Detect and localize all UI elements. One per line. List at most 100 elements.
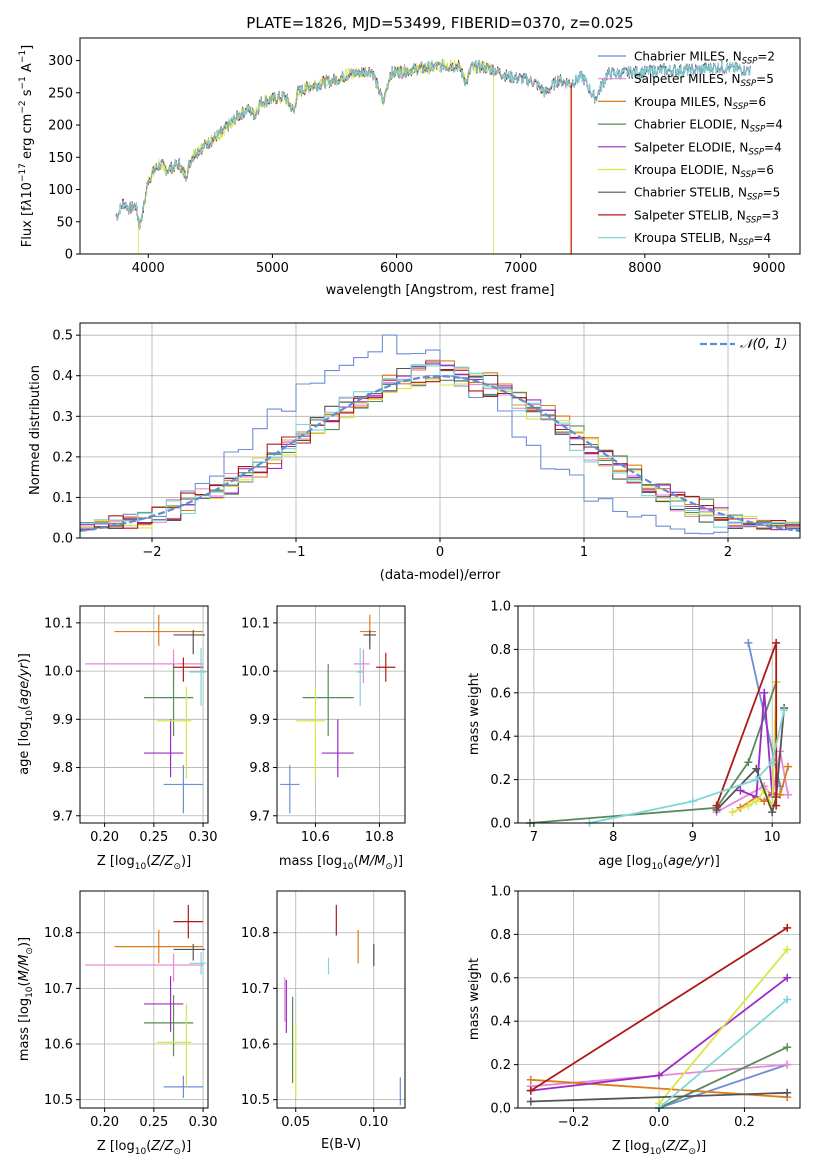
- y-tick-label: 0.5: [52, 329, 73, 344]
- x-tick-label: 9000: [752, 261, 785, 276]
- weight-marker-chabrier_stelib: [783, 1088, 792, 1097]
- ebv-mass-panel: 0.05 0.10 10.5 10.6 10.7 10.8 E(B-V): [241, 890, 406, 1152]
- y-tick-label: 100: [48, 183, 73, 198]
- age-weight-ylabel: mass weight: [467, 673, 482, 755]
- x-tick-label: 0.0: [649, 1115, 670, 1130]
- y-tick-label: 0.4: [490, 1015, 511, 1030]
- y-tick-label: 0.6: [490, 686, 511, 701]
- spectrum-ylabel: Flux [fλ10−17 erg cm−2 s−1 A−1]: [18, 45, 35, 247]
- y-tick-label: 0.0: [490, 1102, 511, 1117]
- x-tick-label: 0.10: [359, 1115, 388, 1130]
- x-tick-label: −1: [286, 545, 305, 560]
- x-tick-label: 0.20: [90, 830, 119, 845]
- legend-label-chabrier_stelib: Chabrier STELIB, NSSP=5: [634, 186, 780, 203]
- x-tick-label: 0.20: [90, 1115, 119, 1130]
- legend-label-chabrier_elodie: Chabrier ELODIE, NSSP=4: [634, 118, 783, 135]
- y-tick-label: 9.9: [249, 713, 270, 728]
- y-tick-label: 10.7: [241, 982, 270, 997]
- weight-line-chabrier_miles: [658, 1063, 788, 1109]
- x-tick-label: 10: [764, 830, 781, 845]
- x-tick-label: 9: [689, 830, 697, 845]
- x-tick-label: 0.2: [734, 1115, 755, 1130]
- y-tick-label: 0: [65, 248, 73, 263]
- y-tick-label: 10.0: [44, 665, 73, 680]
- y-tick-label: 10.5: [241, 1093, 270, 1108]
- weight-marker-kroupa_stelib: [752, 775, 761, 784]
- z-age-panel: 0.20 0.25 0.30 9.7 9.8 9.9 10.0 10.1 Z [log10(Z…: [17, 605, 218, 872]
- weight-line-chabrier_stelib: [530, 1091, 788, 1103]
- ebv-mass-xlabel: E(B-V): [321, 1137, 361, 1152]
- weight-marker-kroupa_elodie: [752, 797, 761, 806]
- y-tick-label: 10.8: [241, 926, 270, 941]
- x-tick-label: 4000: [132, 261, 165, 276]
- weight-marker-chabrier_stelib: [752, 764, 761, 773]
- normal-legend-label: 𝒩(0, 1): [740, 337, 787, 352]
- x-tick-label: 0.30: [189, 1115, 218, 1130]
- y-tick-label: 10.1: [44, 616, 73, 631]
- y-tick-label: 9.9: [52, 713, 73, 728]
- weight-marker-salpeter_miles: [783, 1060, 792, 1069]
- weight-marker-kroupa_stelib: [780, 706, 789, 715]
- mass-age-panel: 10.6 10.8 9.7 9.8 9.9 10.0 10.1 mass [log10(M/…: [241, 605, 406, 872]
- weight-marker-kroupa_stelib: [688, 797, 697, 806]
- residual-panel: −2 −1 0 1 2 0.0 0.1 0.2 0.3 0.4 0.5 (data-model)/e…: [28, 322, 801, 583]
- weight-marker-salpeter_stelib: [772, 801, 781, 810]
- x-tick-label: 0.30: [189, 830, 218, 845]
- spectrum-line-kroupa_stelib: [115, 59, 751, 230]
- x-tick-label: 10.8: [365, 830, 394, 845]
- residual-ylabel: Normed distribution: [28, 365, 43, 495]
- weight-marker-chabrier_elodie: [744, 758, 753, 767]
- legend-label-kroupa_elodie: Kroupa ELODIE, NSSP=6: [634, 163, 774, 180]
- legend-label-chabrier_miles: Chabrier MILES, NSSP=2: [634, 50, 775, 67]
- weight-marker-salpeter_stelib: [712, 801, 721, 810]
- weight-line-salpeter_stelib: [530, 927, 788, 1092]
- y-tick-label: 10.7: [44, 982, 73, 997]
- x-tick-label: 8: [609, 830, 617, 845]
- x-tick-label: 10.6: [301, 830, 330, 845]
- histogram-chabrier_miles: [80, 334, 800, 535]
- y-tick-label: 150: [48, 151, 73, 166]
- weight-marker-kroupa_miles: [760, 797, 769, 806]
- y-tick-label: 9.7: [52, 809, 73, 824]
- weight-marker-kroupa_miles: [526, 1075, 535, 1084]
- y-tick-label: 0.6: [490, 971, 511, 986]
- weight-marker-salpeter_stelib: [772, 638, 781, 647]
- y-tick-label: 0.3: [52, 410, 73, 425]
- normal-curve: [79, 375, 801, 532]
- y-tick-label: 0.8: [490, 643, 511, 658]
- z-mass-ylabel: mass [log10(M/M⊙)]: [17, 937, 35, 1061]
- weight-line-kroupa_elodie: [732, 681, 778, 813]
- y-tick-label: 0.0: [52, 532, 73, 547]
- weight-marker-chabrier_elodie: [783, 1043, 792, 1052]
- y-tick-label: 0.2: [490, 1058, 511, 1073]
- z-weight-panel: −0.2 0.0 0.2 0.0 0.2 0.4 0.6 0.8 1.0 Z [log10(Z/…: [467, 885, 801, 1157]
- weight-marker-chabrier_stelib: [526, 1097, 535, 1106]
- x-tick-label: 0.25: [139, 830, 168, 845]
- weight-marker-salpeter_elodie: [736, 786, 745, 795]
- weight-marker-chabrier_stelib: [768, 808, 777, 817]
- y-tick-label: 10.8: [44, 926, 73, 941]
- weight-line-chabrier_elodie: [658, 1046, 788, 1109]
- x-tick-label: 6000: [380, 261, 413, 276]
- x-tick-label: 7000: [504, 261, 537, 276]
- y-tick-label: 0.0: [490, 817, 511, 832]
- weight-line-kroupa_elodie: [658, 949, 788, 1105]
- weight-marker-salpeter_elodie: [783, 973, 792, 982]
- y-tick-label: 50: [56, 215, 73, 230]
- legend-label-kroupa_stelib: Kroupa STELIB, NSSP=4: [634, 231, 771, 248]
- weight-marker-kroupa_stelib: [768, 758, 777, 767]
- x-tick-label: 2: [724, 545, 732, 560]
- y-tick-label: 0.4: [490, 730, 511, 745]
- weight-marker-kroupa_stelib: [783, 995, 792, 1004]
- weight-marker-kroupa_elodie: [728, 808, 737, 817]
- spectrum-panel: 4000 5000 6000 7000 8000 9000 0 50 100 150 200 250 3…: [18, 37, 801, 298]
- x-tick-label: 5000: [256, 261, 289, 276]
- y-tick-label: 10.5: [44, 1093, 73, 1108]
- y-tick-label: 300: [48, 54, 73, 69]
- legend-label-salpeter_miles: Salpeter MILES, NSSP=5: [634, 72, 774, 89]
- x-tick-label: 7: [530, 830, 538, 845]
- y-tick-label: 10.0: [241, 665, 270, 680]
- x-tick-label: 8000: [628, 261, 661, 276]
- age-weight-panel: 7 8 9 10 0.0 0.2 0.4 0.6 0.8 1.0 age [log10(age/y…: [467, 600, 801, 872]
